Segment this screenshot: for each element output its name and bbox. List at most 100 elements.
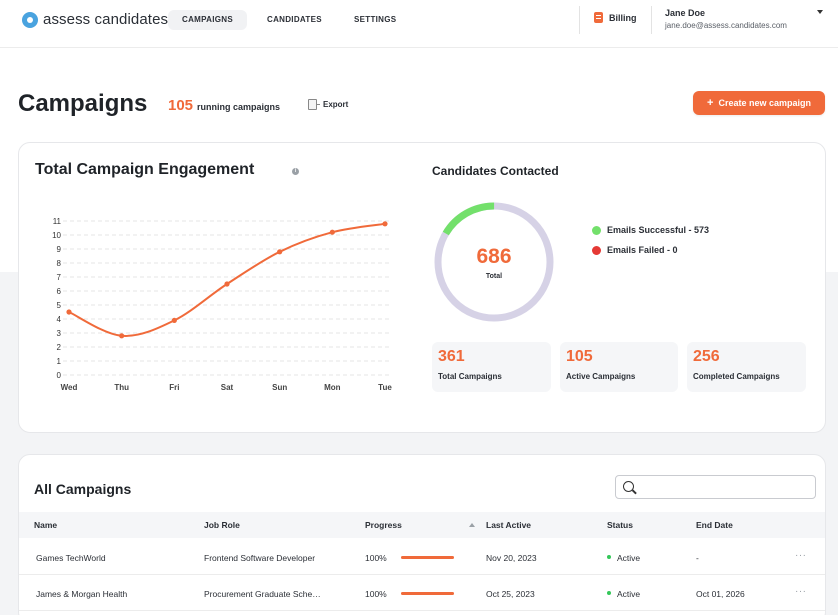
- stat-value: 256: [693, 348, 720, 365]
- nav-divider: [651, 6, 652, 34]
- chevron-down-icon[interactable]: [817, 10, 823, 14]
- column-header-status[interactable]: Status: [607, 520, 633, 530]
- data-point: [66, 309, 72, 315]
- stat-label: Total Campaigns: [438, 372, 502, 381]
- cell-end-date: Oct 01, 2026: [696, 589, 745, 599]
- running-count: 105: [168, 97, 194, 114]
- data-point: [329, 229, 335, 235]
- app-logo[interactable]: assess candidates: [22, 11, 168, 28]
- engagement-title: Total Campaign Engagement: [35, 161, 255, 178]
- tab-candidates[interactable]: CANDIDATES: [267, 15, 322, 24]
- progress-fill: [401, 556, 454, 559]
- stat-label: Active Campaigns: [566, 372, 636, 381]
- running-campaigns: 105 running campaigns: [168, 97, 280, 114]
- y-tick-label: 11: [53, 217, 62, 226]
- data-point: [224, 281, 230, 287]
- logo-icon: [22, 11, 38, 28]
- engagement-line-chart: 0 1 2 3 4 5 6 7 8 9 10 11 Wed Thu Fri Sat Sun Mon Tue: [52, 217, 392, 392]
- create-campaign-label: Create new campaign: [718, 98, 811, 108]
- export-button[interactable]: Export: [308, 99, 348, 110]
- y-tick-label: 3: [57, 329, 62, 338]
- progress-fill: [401, 592, 454, 595]
- all-campaigns-card: All Campaigns Name Job Role Progress Las…: [18, 454, 826, 615]
- contacted-donut-chart: [434, 202, 554, 322]
- legend-label: Emails Successful - 573: [607, 225, 710, 235]
- all-campaigns-title: All Campaigns: [34, 481, 132, 497]
- tab-campaigns[interactable]: CAMPAIGNS: [168, 10, 247, 30]
- column-header-name[interactable]: Name: [34, 520, 58, 530]
- x-tick-label: Mon: [324, 383, 341, 392]
- billing-label: Billing: [609, 12, 637, 23]
- x-tick-label: Thu: [114, 383, 129, 392]
- row-more-icon[interactable]: ···: [795, 586, 807, 597]
- contacted-title: Candidates Contacted: [432, 164, 559, 178]
- stat-active-campaigns: 105 Active Campaigns: [560, 342, 678, 392]
- cell-status: Active: [617, 589, 641, 599]
- table-header: Name Job Role Progress Last Active Statu…: [19, 512, 825, 538]
- sort-ascending-icon[interactable]: [469, 523, 475, 527]
- cell-name: James & Morgan Health: [36, 589, 128, 599]
- cell-last-active: Oct 25, 2023: [486, 589, 535, 599]
- engagement-card: Total Campaign Engagement i 0 1 2 3 4 5 6 7 8 9 10…: [18, 142, 826, 433]
- tab-settings[interactable]: SETTINGS: [354, 15, 397, 24]
- x-tick-label: Tue: [378, 383, 392, 392]
- search-field[interactable]: [615, 475, 816, 499]
- top-navigation-bar: assess candidates CAMPAIGNS CANDIDATES S…: [0, 0, 838, 48]
- data-point: [119, 333, 125, 339]
- search-icon: [623, 481, 634, 492]
- legend-dot: [592, 225, 601, 235]
- table-row[interactable]: Games TechWorld Frontend Software Develo…: [19, 539, 825, 575]
- cell-progress-text: 100%: [365, 553, 387, 563]
- user-email: jane.doe@assess.candidates.com: [665, 21, 787, 30]
- user-menu[interactable]: Jane Doe jane.doe@assess.candidates.com: [665, 8, 787, 30]
- legend-emails-failed: Emails Failed - 0: [592, 245, 678, 255]
- donut-total-value: 686: [476, 245, 512, 268]
- create-campaign-button[interactable]: + Create new campaign: [693, 91, 825, 115]
- legend-label: Emails Failed - 0: [607, 245, 678, 255]
- running-label: running campaigns: [197, 102, 281, 112]
- y-tick-label: 2: [57, 343, 62, 352]
- column-header-progress[interactable]: Progress: [365, 520, 402, 530]
- x-tick-label: Sun: [272, 383, 287, 392]
- row-more-icon[interactable]: ···: [795, 550, 807, 561]
- search-input[interactable]: [638, 479, 810, 495]
- billing-icon: [594, 12, 603, 23]
- data-point: [382, 221, 388, 227]
- cell-name: Games TechWorld: [36, 553, 106, 563]
- table-row[interactable]: James & Morgan Health Procurement Gradua…: [19, 575, 825, 611]
- stat-value: 361: [438, 348, 465, 365]
- plus-icon: +: [707, 97, 714, 109]
- y-tick-label: 0: [57, 371, 62, 380]
- y-tick-label: 7: [57, 273, 62, 282]
- app-name: assess candidates: [43, 11, 169, 28]
- y-tick-label: 4: [57, 315, 62, 324]
- y-tick-label: 1: [57, 357, 62, 366]
- y-tick-label: 8: [57, 259, 62, 268]
- cell-progress-text: 100%: [365, 589, 387, 599]
- column-header-last-active[interactable]: Last Active: [486, 520, 532, 530]
- cell-job-role: Procurement Graduate Sche…: [204, 589, 321, 599]
- legend-dot: [592, 245, 601, 255]
- x-tick-label: Sat: [221, 383, 234, 392]
- column-header-job-role[interactable]: Job Role: [204, 520, 240, 530]
- stat-total-campaigns: 361 Total Campaigns: [432, 342, 551, 392]
- export-icon: [308, 99, 320, 110]
- x-tick-label: Fri: [169, 383, 179, 392]
- y-tick-label: 5: [57, 301, 62, 310]
- column-header-end-date[interactable]: End Date: [696, 520, 733, 530]
- donut-total-label: Total: [485, 273, 503, 280]
- donut-segment-successful: [434, 202, 554, 322]
- cell-last-active: Nov 20, 2023: [486, 553, 537, 563]
- billing-button[interactable]: Billing: [594, 12, 637, 23]
- status-dot: [607, 591, 611, 595]
- export-label: Export: [323, 100, 349, 109]
- cell-end-date: -: [696, 553, 699, 563]
- stat-value: 105: [566, 348, 593, 365]
- cell-job-role: Frontend Software Developer: [204, 553, 316, 563]
- data-point: [277, 249, 283, 255]
- y-tick-label: 9: [57, 245, 62, 254]
- user-name: Jane Doe: [665, 8, 706, 18]
- info-icon[interactable]: i: [292, 168, 299, 175]
- x-tick-label: Wed: [61, 383, 78, 392]
- progress-bar: [401, 592, 454, 595]
